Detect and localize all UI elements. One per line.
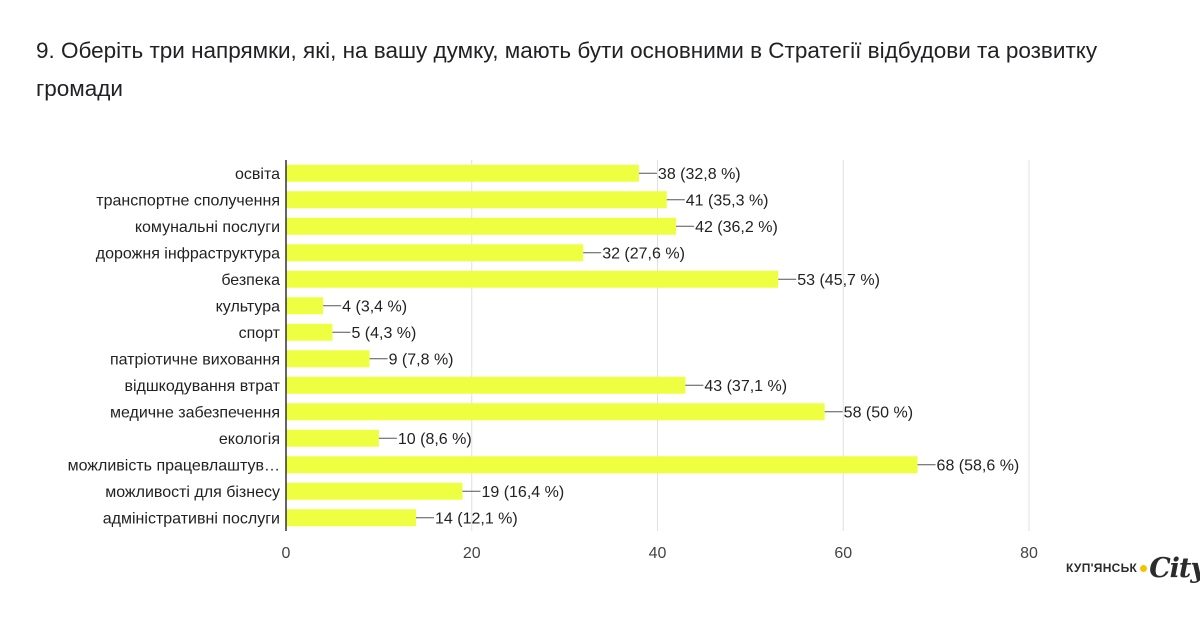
data-label: 5 (4,3 %) [351,325,416,342]
category-label: спорт [239,325,281,342]
category-label: культура [216,298,280,315]
bar [286,270,779,288]
x-tick-label: 0 [282,545,291,562]
bar [286,244,584,262]
data-label: 14 (12,1 %) [435,510,518,527]
data-label: 10 (8,6 %) [398,431,472,448]
data-label: 38 (32,8 %) [658,166,741,183]
logo-city-text: City [1149,552,1200,584]
bar [286,509,417,527]
category-label: комунальні послуги [135,219,280,236]
question-title: 9. Оберіть три напрямки, які, на вашу ду… [36,38,1098,101]
data-label: 32 (27,6 %) [602,245,685,262]
data-label: 9 (7,8 %) [389,351,454,368]
data-label: 43 (37,1 %) [704,378,787,395]
data-label: 68 (58,6 %) [937,457,1020,474]
data-label: 41 (35,3 %) [686,192,769,209]
data-label: 4 (3,4 %) [342,298,407,315]
bar [286,403,825,421]
x-tick-label: 20 [463,545,481,562]
category-label: транспортне сполучення [96,192,280,209]
category-label: патріотичне виховання [110,351,280,368]
x-tick-label: 40 [649,545,667,562]
category-label: медичне забезпечення [110,404,280,421]
bar [286,297,324,315]
category-label: можливість працевлаштув… [68,457,280,474]
category-label: екологія [219,431,280,448]
category-label: освіта [235,166,280,183]
bar [286,376,686,394]
data-label: 58 (50 %) [844,404,913,421]
x-tick-label: 80 [1020,545,1038,562]
logo-text: КУП'ЯНСЬК [1066,561,1138,575]
bar [286,164,639,182]
category-label: дорожня інфраструктура [96,245,280,262]
bar [286,191,667,209]
bar [286,482,463,500]
kupiansk-city-logo: КУП'ЯНСЬК City [1066,548,1200,588]
x-tick-label: 60 [834,545,852,562]
category-label: відшкодування втрат [124,378,280,395]
logo-dot-icon [1140,564,1148,572]
data-label: 53 (45,7 %) [797,272,880,289]
bar [286,323,333,341]
category-label: можливості для бізнесу [105,484,280,501]
category-label: безпека [221,272,280,289]
bar [286,456,918,474]
bar [286,429,379,447]
category-label: адміністративні послуги [103,510,280,527]
bar [286,350,370,368]
data-label: 19 (16,4 %) [481,484,564,501]
bar [286,217,677,235]
data-label: 42 (36,2 %) [695,219,778,236]
